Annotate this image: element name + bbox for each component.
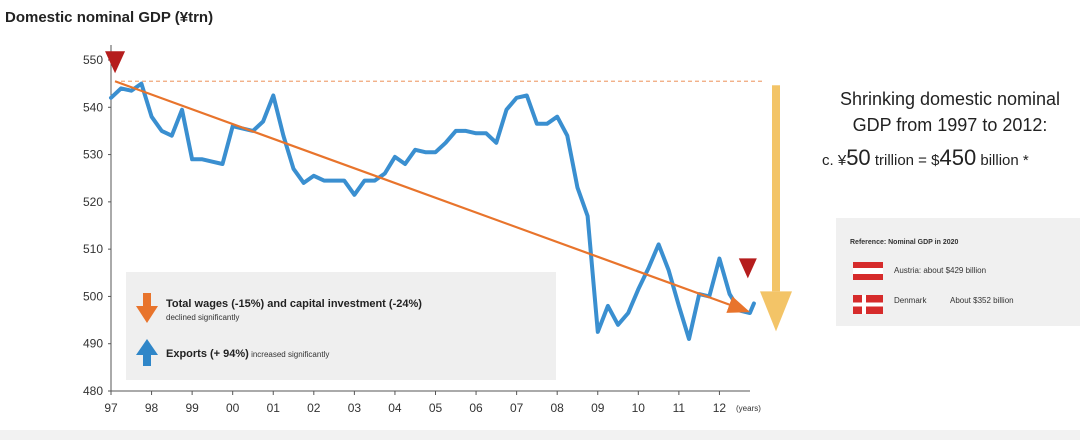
reference-denmark-country: Denmark <box>894 296 927 305</box>
legend-up-text: Exports (+ 94%) increased significantly <box>166 348 329 360</box>
x-tick-label: 11 <box>673 401 686 415</box>
peak-marker-icon <box>105 51 126 74</box>
trough-marker-icon <box>738 258 757 279</box>
reference-box: Reference: Nominal GDP in 2020 Austria: … <box>836 218 1080 326</box>
y-tick-label: 480 <box>83 384 103 398</box>
x-tick-labels: 97 98 99 00 01 02 03 04 05 06 07 08 09 10 11 12 <box>104 391 726 415</box>
y-tick-label: 550 <box>83 53 103 67</box>
up-arrow-icon <box>136 339 158 366</box>
down-arrow-icon <box>136 293 158 323</box>
x-tick-label: 09 <box>591 401 605 415</box>
summary-annotation: Shrinking domestic nominal GDP from 1997… <box>822 89 1060 170</box>
legend-down-subtext: declined significantly <box>166 313 239 322</box>
bottom-band <box>0 430 1080 440</box>
x-tick-label: 08 <box>551 401 565 415</box>
x-tick-label: 12 <box>713 401 727 415</box>
trend-arrow <box>114 80 751 313</box>
x-tick-label: 07 <box>510 401 524 415</box>
x-tick-label: 06 <box>469 401 483 415</box>
chart-title: Domestic nominal GDP (¥trn) <box>5 9 213 26</box>
x-tick-label: 02 <box>307 401 321 415</box>
x-tick-label: 00 <box>226 401 240 415</box>
x-tick-label: 10 <box>632 401 646 415</box>
x-tick-label: 97 <box>104 401 118 415</box>
x-tick-label: 05 <box>429 401 443 415</box>
summary-line-3: c. ¥50 trillion = $450 billion * <box>822 145 1029 170</box>
summary-line-2: GDP from 1997 to 2012: <box>853 115 1048 135</box>
x-tick-label: 03 <box>348 401 362 415</box>
denmark-flag-icon <box>853 295 883 314</box>
y-tick-label: 540 <box>83 100 103 114</box>
y-tick-label: 530 <box>83 148 103 162</box>
y-tick-label: 510 <box>83 242 103 256</box>
x-tick-label: 98 <box>145 401 159 415</box>
y-tick-label: 490 <box>83 337 103 351</box>
x-tick-label: 01 <box>267 401 281 415</box>
drop-arrow-shaft <box>772 85 780 292</box>
reference-title: Reference: Nominal GDP in 2020 <box>850 239 959 246</box>
legend-box: Total wages (-15%) and capital investmen… <box>126 272 556 380</box>
austria-flag-icon <box>853 262 883 280</box>
x-tick-label: 99 <box>185 401 199 415</box>
x-tick-label: 04 <box>388 401 402 415</box>
drop-arrow-icon <box>760 85 792 332</box>
x-axis-unit: (years) <box>736 404 761 413</box>
gdp-series-line <box>109 81 756 341</box>
legend-down-text: Total wages (-15%) and capital investmen… <box>166 298 422 310</box>
y-tick-labels: 480 490 500 510 520 530 540 550 <box>83 53 111 398</box>
drop-arrow-head <box>760 291 792 332</box>
reference-denmark-value: About $352 billion <box>950 296 1014 305</box>
y-tick-label: 500 <box>83 289 103 303</box>
reference-austria: Austria: about $429 billion <box>894 266 986 275</box>
y-tick-label: 520 <box>83 195 103 209</box>
summary-line-1: Shrinking domestic nominal <box>840 89 1060 109</box>
